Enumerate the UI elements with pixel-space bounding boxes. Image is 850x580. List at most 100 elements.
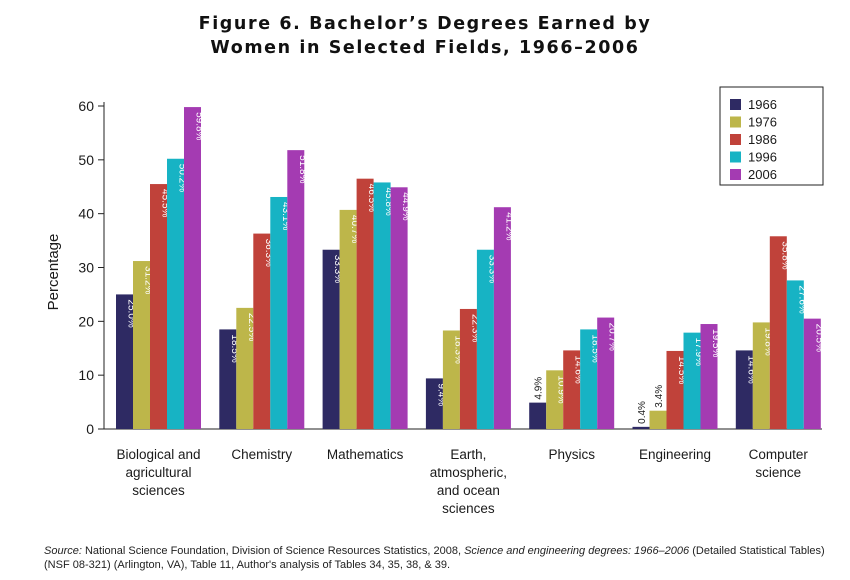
bar-value-label: 46.5%	[366, 184, 377, 212]
legend-label: 1996	[748, 150, 777, 165]
bar	[270, 196, 288, 429]
bar-value-label: 45.8%	[383, 187, 394, 215]
legend-label: 1976	[748, 115, 777, 130]
bar	[236, 307, 254, 429]
category-label: Biological and	[116, 447, 200, 462]
legend-label: 1966	[748, 97, 777, 112]
bar	[287, 150, 305, 430]
category-label: and ocean	[437, 483, 500, 498]
chart-title-line-2: Women in Selected Fields, 1966–2006	[210, 38, 640, 58]
bar	[803, 318, 821, 429]
bar	[442, 330, 460, 429]
category-label: Chemistry	[231, 447, 292, 462]
bar	[752, 322, 770, 429]
bar	[529, 402, 547, 429]
bar	[116, 294, 133, 429]
bar-value-label: 20.5%	[813, 324, 824, 352]
y-tick-label: 60	[78, 98, 94, 114]
category-label: atmospheric,	[430, 465, 507, 480]
bar-value-label: 43.1%	[280, 202, 291, 230]
source-text-after: (Detailed Statistical Tables) (NSF 08-32…	[44, 545, 825, 571]
bar-value-label: 10.9%	[556, 375, 567, 403]
bar-value-label: 22.5%	[246, 313, 257, 341]
bar-value-label: 19.8%	[762, 327, 773, 355]
bar-value-label: 14.6%	[573, 355, 584, 383]
bar	[356, 178, 374, 429]
bar	[546, 370, 564, 429]
bar-value-label: 33.3%	[486, 255, 497, 283]
category-label: sciences	[442, 501, 495, 516]
legend-label: 2006	[748, 167, 777, 182]
bar	[649, 410, 667, 429]
bar	[700, 324, 718, 429]
source-note: Source: National Science Foundation, Div…	[44, 544, 834, 572]
chart-title-line-1: Figure 6. Bachelor’s Degrees Earned by	[198, 14, 652, 34]
bar	[563, 350, 581, 429]
bar-value-label: 0.4%	[637, 401, 648, 424]
bar	[597, 317, 615, 429]
bar	[390, 187, 408, 429]
bar-chart: 0 10 20 30 40 50 60 Percentage 25.0% 31.2% 45.5% 50…	[45, 86, 824, 516]
bar-value-label: 18.3%	[452, 335, 463, 363]
bar-value-label: 14.6%	[745, 355, 756, 383]
y-axis-label: Percentage	[45, 234, 62, 311]
bar-value-label: 40.7%	[349, 215, 360, 243]
bar	[683, 332, 701, 429]
category-label: Mathematics	[327, 447, 404, 462]
bar	[167, 158, 184, 430]
bar-value-label: 22.3%	[469, 314, 480, 342]
bar-value-label: 17.9%	[693, 338, 704, 366]
y-tick-label: 30	[78, 260, 94, 276]
category-label: science	[755, 465, 801, 480]
source-label: Source:	[44, 545, 82, 557]
y-tick-label: 40	[78, 206, 94, 222]
legend-swatch	[730, 169, 741, 180]
bar-value-label: 20.7%	[607, 323, 618, 351]
bar-value-label: 4.9%	[534, 377, 545, 400]
bar	[459, 308, 477, 429]
legend-label: 1986	[748, 132, 777, 147]
bar	[133, 261, 150, 429]
bar	[769, 236, 787, 429]
bar	[253, 233, 271, 429]
y-tick-label: 50	[78, 152, 94, 168]
category-label: agricultural	[125, 465, 191, 480]
bar-value-label: 19.5%	[710, 329, 721, 357]
bar-value-label: 59.8%	[194, 112, 205, 140]
bar	[735, 350, 753, 429]
category-label: Physics	[548, 447, 595, 462]
bar-value-label: 41.2%	[503, 212, 514, 240]
y-tick-label: 20	[78, 313, 94, 329]
bar	[373, 182, 391, 429]
legend-swatch	[730, 99, 741, 110]
bar-value-label: 27.6%	[796, 285, 807, 313]
bar-value-label: 33.3%	[332, 255, 343, 283]
bar-value-label: 50.2%	[177, 164, 188, 192]
bar	[219, 329, 237, 429]
bar-value-label: 36.3%	[263, 239, 274, 267]
bar	[339, 209, 357, 429]
bar	[425, 378, 443, 429]
bar	[150, 184, 167, 429]
bar	[632, 426, 650, 429]
source-italic-title: Science and engineering degrees: 1966–20…	[464, 545, 690, 557]
bar	[184, 107, 201, 430]
legend-swatch	[730, 116, 741, 128]
bar	[493, 207, 511, 429]
y-tick-label: 10	[78, 367, 94, 383]
chart-title: Figure 6. Bachelor’s Degrees Earned by W…	[0, 12, 850, 60]
bar-value-label: 9.4%	[435, 383, 446, 406]
source-text-before: National Science Foundation, Division of…	[84, 545, 462, 557]
bar-value-label: 14.5%	[676, 356, 687, 384]
bar-value-label: 31.2%	[143, 266, 154, 294]
category-label: Engineering	[639, 447, 711, 462]
bar-value-label: 45.5%	[160, 189, 171, 217]
bar-value-label: 18.5%	[590, 334, 601, 362]
y-tick-label: 0	[86, 421, 94, 437]
bar	[322, 249, 340, 429]
bar-value-label: 18.5%	[229, 334, 240, 362]
bar	[786, 280, 804, 429]
bar	[666, 350, 684, 429]
bar-value-label: 25.0%	[126, 299, 137, 327]
bar-value-label: 35.8%	[779, 241, 790, 269]
